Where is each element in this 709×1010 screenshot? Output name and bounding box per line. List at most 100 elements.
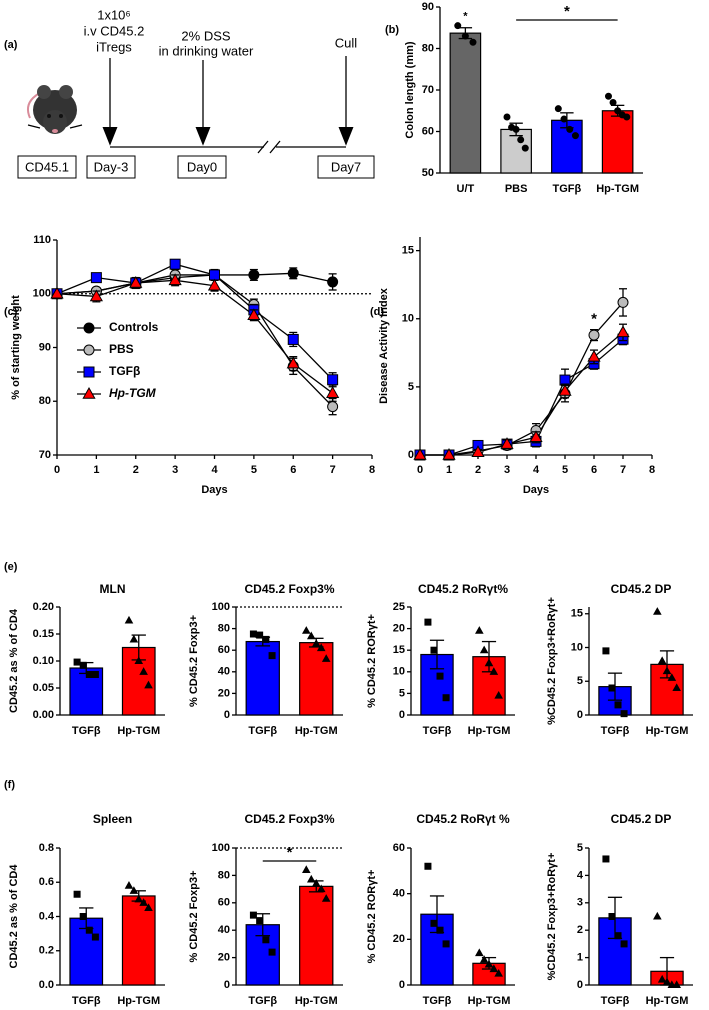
marker: [616, 325, 630, 338]
y-tick-label: 10: [571, 641, 583, 653]
y-axis-label: CD45.2 as % of CD4: [8, 864, 20, 969]
data-point: [134, 656, 144, 665]
legend-label: PBS: [109, 342, 134, 356]
y-tick-label: 2: [577, 924, 583, 936]
y-tick-label: 100: [212, 842, 230, 854]
x-tick-label: 4: [211, 464, 218, 476]
data-point: [479, 645, 489, 654]
panel-label: (b): [385, 24, 399, 36]
x-tick-label: Hp-TGM: [295, 725, 338, 737]
y-axis-label: CD45.2 as % of CD4: [8, 608, 20, 713]
data-point: [129, 634, 139, 643]
y-tick-label: 1: [577, 952, 583, 964]
y-axis-label: % CD45.2 Foxp3+: [188, 870, 200, 962]
x-tick-label: 5: [562, 464, 568, 476]
x-tick-label: TGFβ: [553, 183, 582, 195]
data-point: [73, 658, 81, 666]
data-point: [316, 884, 326, 893]
marker: [617, 296, 629, 308]
y-tick-label: 100: [33, 288, 51, 300]
data-point: [79, 913, 87, 920]
x-tick-label: PBS: [505, 183, 528, 195]
chart-title: CD45.2 RoRγt %: [416, 812, 510, 826]
x-tick-label: TGFβ: [72, 995, 101, 1007]
x-axis-label: Days: [201, 484, 227, 496]
marker: [588, 329, 600, 341]
data-point: [604, 92, 612, 100]
marker: [327, 401, 339, 413]
data-point: [657, 974, 667, 983]
panel-label: (e): [4, 561, 18, 573]
y-tick-label: 10: [393, 666, 405, 678]
y-tick-label: 5: [577, 842, 583, 854]
y-tick-label: 70: [39, 449, 51, 461]
chart-title: Spleen: [93, 812, 132, 826]
y-tick-label: 40: [218, 666, 230, 678]
y-tick-label: 4: [577, 869, 584, 881]
x-tick-label: 8: [649, 464, 655, 476]
y-tick-label: 20: [218, 687, 230, 699]
data-point: [475, 948, 484, 957]
y-tick-label: 0.10: [33, 655, 54, 667]
arrows: [102, 56, 354, 146]
data-point: [560, 115, 568, 123]
data-point: [442, 940, 450, 948]
x-tick-label: 2: [475, 464, 481, 476]
data-point: [424, 862, 432, 870]
legend-label: Controls: [109, 320, 159, 334]
panel-label: (d): [370, 306, 384, 318]
data-point: [321, 894, 331, 902]
chart-title: CD45.2 Foxp3%: [244, 812, 334, 826]
y-tick-label: 5: [399, 687, 405, 699]
bar: [449, 32, 482, 174]
data-point: [662, 666, 672, 675]
data-point: [73, 890, 81, 898]
y-tick-label: 10: [402, 313, 414, 325]
data-point: [436, 672, 444, 680]
data-point: [614, 701, 622, 709]
x-tick-label: TGFβ: [423, 995, 452, 1007]
y-tick-label: 3: [577, 897, 583, 909]
y-tick-label: 80: [422, 42, 434, 54]
x-tick-label: 0: [417, 464, 423, 476]
data-point: [249, 911, 257, 919]
data-point: [424, 618, 432, 626]
y-tick-label: 0.15: [33, 628, 54, 640]
x-tick-label: 1: [446, 464, 452, 476]
marker: [248, 269, 260, 281]
data-point: [521, 144, 529, 152]
x-tick-label: Hp-TGM: [596, 183, 639, 195]
y-axis-label: %CD45.2 Foxp3+RoRγt+: [546, 853, 558, 981]
y-tick-label: 100: [212, 601, 230, 613]
x-tick-label: 6: [591, 464, 597, 476]
data-point: [124, 615, 134, 624]
data-point: [306, 631, 316, 640]
y-tick-label: 25: [393, 601, 405, 613]
data-point: [602, 855, 610, 863]
data-point: [503, 113, 511, 121]
data-point: [430, 919, 438, 927]
data-point: [430, 646, 438, 654]
marker: [287, 267, 299, 279]
step-text: in drinking water: [159, 43, 254, 58]
data-point: [249, 630, 257, 638]
y-axis-label: Colon length (mm): [404, 41, 416, 138]
data-point: [268, 948, 276, 956]
data-point: [489, 667, 499, 675]
timeline: [110, 140, 346, 154]
step-text: iTregs: [96, 39, 132, 54]
data-point: [489, 964, 499, 973]
data-point: [475, 626, 484, 634]
y-axis-label: %CD45.2 Foxp3+RoRγt+: [546, 597, 558, 725]
y-tick-label: 0.0: [39, 979, 54, 991]
x-tick-label: U/T: [457, 183, 475, 195]
y-tick-label: 15: [393, 644, 405, 656]
marker: [168, 273, 182, 286]
x-tick-label: Hp-TGM: [295, 995, 338, 1007]
x-tick-label: Hp-TGM: [646, 725, 689, 737]
y-tick-label: 0: [577, 709, 583, 721]
y-tick-label: 5: [408, 381, 414, 393]
marker: [287, 333, 299, 345]
marker: [50, 286, 64, 299]
